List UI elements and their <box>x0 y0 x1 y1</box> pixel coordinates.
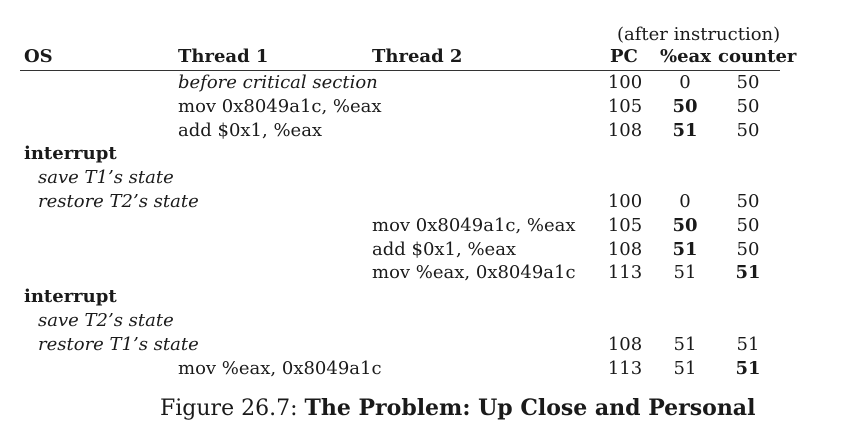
counter-value: 50 <box>736 95 760 117</box>
thread1-instruction: add $0x1, %eax <box>178 119 323 141</box>
thread1-instruction: before critical section <box>178 72 378 93</box>
counter-value: 50 <box>736 72 760 93</box>
counter-value: 51 <box>735 357 761 379</box>
column-header-counter: counter <box>718 46 797 67</box>
eax-value: 0 <box>679 191 691 212</box>
os-event: save T2’s state <box>38 310 174 331</box>
pc-value: 113 <box>607 262 643 284</box>
caption-prefix: Figure 26.7: <box>160 396 305 421</box>
os-event: interrupt <box>24 286 117 308</box>
os-event: interrupt <box>24 143 117 165</box>
pc-value: 100 <box>607 191 643 212</box>
os-event: restore T1’s state <box>38 333 199 355</box>
thread1-instruction: mov %eax, 0x8049a1c <box>178 357 382 379</box>
eax-value: 51 <box>673 262 697 284</box>
thread1-instruction: mov 0x8049a1c, %eax <box>178 95 382 117</box>
os-event: restore T2’s state <box>38 191 199 212</box>
eax-value: 51 <box>672 238 698 260</box>
figure-caption: Figure 26.7: The Problem: Up Close and P… <box>160 395 755 421</box>
counter-value: 51 <box>736 333 760 355</box>
os-event: save T1’s state <box>38 167 174 189</box>
column-header-pc: PC <box>610 46 638 67</box>
column-header-os: OS <box>24 46 53 67</box>
thread2-instruction: mov %eax, 0x8049a1c <box>372 262 576 284</box>
eax-value: 0 <box>679 72 691 93</box>
counter-value: 50 <box>736 238 760 260</box>
caption-title: The Problem: Up Close and Personal <box>304 395 756 421</box>
thread2-instruction: mov 0x8049a1c, %eax <box>372 214 576 236</box>
eax-value: 51 <box>673 357 697 379</box>
thread2-instruction: add $0x1, %eax <box>372 238 517 260</box>
eax-value: 51 <box>672 119 698 141</box>
pc-value: 105 <box>607 214 643 236</box>
column-header-eax: %eax <box>660 46 711 67</box>
eax-value: 51 <box>673 333 697 355</box>
header-rule <box>20 70 780 71</box>
after-instruction-label: (after instruction) <box>617 24 781 45</box>
pc-value: 113 <box>607 357 643 379</box>
eax-value: 50 <box>672 214 698 236</box>
pc-value: 108 <box>607 119 643 141</box>
column-header-thread2: Thread 2 <box>372 46 463 67</box>
counter-value: 50 <box>736 214 760 236</box>
pc-value: 108 <box>607 333 643 355</box>
counter-value: 50 <box>736 191 760 212</box>
column-header-thread1: Thread 1 <box>178 46 269 67</box>
pc-value: 100 <box>607 72 643 93</box>
counter-value: 50 <box>736 119 760 141</box>
pc-value: 105 <box>607 95 643 117</box>
counter-value: 51 <box>735 262 761 284</box>
pc-value: 108 <box>607 238 643 260</box>
eax-value: 50 <box>672 95 698 117</box>
